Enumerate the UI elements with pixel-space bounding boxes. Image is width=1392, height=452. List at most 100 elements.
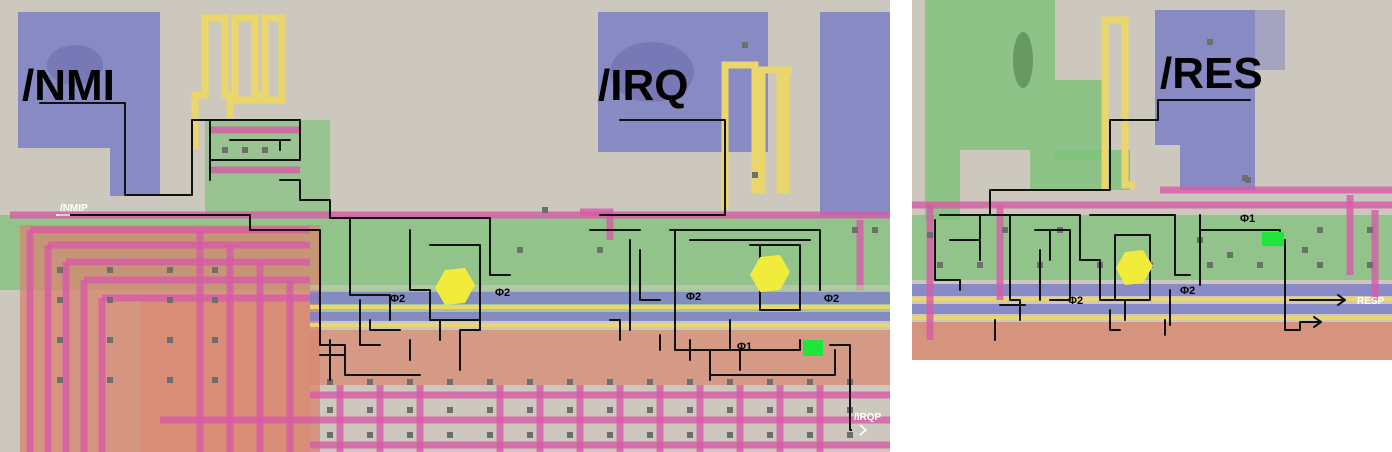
nmi-poly-resistor — [191, 14, 286, 150]
right-bus-blue-1 — [912, 284, 1392, 296]
contact — [107, 267, 113, 273]
contact — [107, 337, 113, 343]
contact — [527, 432, 533, 438]
contact — [57, 377, 63, 383]
contact — [607, 379, 613, 385]
contact — [212, 377, 218, 383]
contact — [107, 297, 113, 303]
contact — [167, 297, 173, 303]
contact — [597, 247, 603, 253]
res-label: /RES — [1160, 49, 1263, 98]
contact — [847, 432, 853, 438]
contact — [727, 407, 733, 413]
res-yellow-node — [1116, 250, 1153, 285]
contact — [1207, 39, 1213, 45]
right-schematic-wires — [934, 99, 1346, 341]
contact — [1257, 262, 1263, 268]
contact — [262, 147, 268, 153]
phi-r-3: Φ2 — [1180, 285, 1195, 297]
phi-label-4: Φ2 — [824, 293, 839, 305]
contact — [567, 379, 573, 385]
contact — [487, 432, 493, 438]
contact — [687, 379, 693, 385]
irq-label: /IRQ — [598, 61, 688, 110]
contact — [647, 379, 653, 385]
left-contacts — [57, 42, 878, 438]
phi-r-1: Φ1 — [1240, 213, 1255, 225]
contact — [727, 379, 733, 385]
contact — [1227, 252, 1233, 258]
res-bright-green — [1262, 232, 1284, 246]
contact — [212, 267, 218, 273]
contact — [407, 432, 413, 438]
contact — [1207, 262, 1213, 268]
right-metal-traces — [912, 186, 1392, 340]
contact — [727, 432, 733, 438]
contact — [487, 407, 493, 413]
contact — [1245, 177, 1251, 183]
contact — [1002, 227, 1008, 233]
contact — [407, 407, 413, 413]
contact — [687, 432, 693, 438]
contact — [517, 247, 523, 253]
phi-label-3: Φ2 — [686, 291, 701, 303]
contact — [327, 432, 333, 438]
contact — [222, 147, 228, 153]
contact — [447, 432, 453, 438]
contact — [852, 227, 858, 233]
contact — [327, 379, 333, 385]
contact — [167, 377, 173, 383]
contact — [977, 262, 983, 268]
irqp-label: /IRQP — [854, 412, 882, 423]
right-panel: /RES RESP Φ1 Φ2 Φ2 — [912, 0, 1392, 360]
contact — [212, 297, 218, 303]
contact — [57, 337, 63, 343]
nmip-label: /NMIP — [60, 203, 88, 214]
contact — [212, 337, 218, 343]
nmi-yellow-node — [435, 268, 475, 305]
contact — [807, 407, 813, 413]
contact — [57, 297, 63, 303]
contact — [687, 407, 693, 413]
contact — [57, 267, 63, 273]
contact — [167, 267, 173, 273]
resp-label: RESP — [1357, 296, 1385, 307]
contact — [447, 379, 453, 385]
contact — [327, 407, 333, 413]
phi-label-1: Φ2 — [390, 293, 405, 305]
contact — [367, 432, 373, 438]
contact — [767, 407, 773, 413]
contact — [807, 432, 813, 438]
irq-bright-green — [803, 340, 823, 356]
left-bus-blue-2 — [310, 312, 890, 321]
contact — [807, 379, 813, 385]
nmi-label: /NMI — [22, 61, 115, 110]
contact — [567, 432, 573, 438]
phi-r-2: Φ2 — [1068, 295, 1083, 307]
contact — [767, 379, 773, 385]
left-panel: /NMI /IRQ /NMIP /IRQP Φ2 Φ2 Φ2 Φ2 Φ1 — [0, 0, 890, 452]
contact — [242, 147, 248, 153]
contact — [407, 379, 413, 385]
contact — [607, 407, 613, 413]
irq-poly-resistor — [721, 61, 792, 210]
contact — [647, 407, 653, 413]
res-pad — [1155, 10, 1255, 145]
contact — [1367, 227, 1373, 233]
contact — [567, 407, 573, 413]
contact — [527, 379, 533, 385]
right-bus-blue-2 — [912, 304, 1392, 314]
contact — [1317, 262, 1323, 268]
contact — [367, 379, 373, 385]
contact — [487, 379, 493, 385]
contact — [1367, 262, 1373, 268]
contact — [1302, 247, 1308, 253]
irqp-arrow — [852, 424, 868, 436]
contact — [752, 172, 758, 178]
resp-arrow — [1337, 294, 1346, 306]
contact — [742, 42, 748, 48]
contact — [1317, 227, 1323, 233]
contact — [872, 227, 878, 233]
contact — [527, 407, 533, 413]
